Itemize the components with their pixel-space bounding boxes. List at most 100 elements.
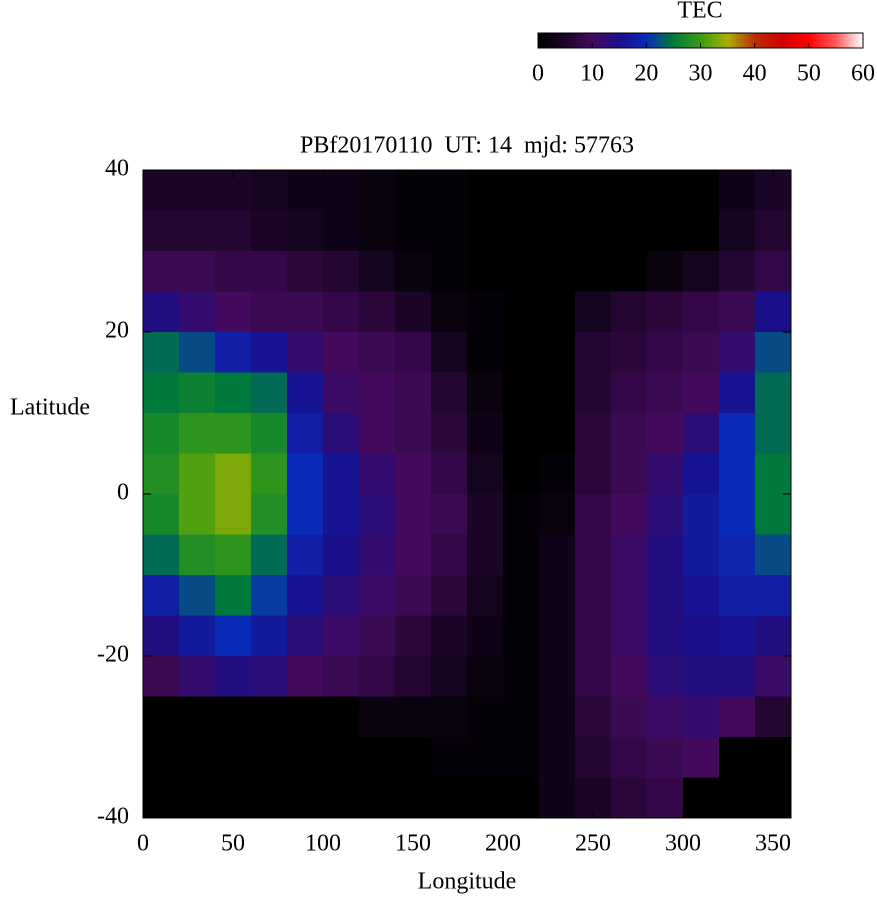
heat-cell xyxy=(467,575,504,616)
x-tick-label: 50 xyxy=(221,831,245,857)
heat-cell xyxy=(755,251,792,292)
x-tick-label: 300 xyxy=(665,831,701,857)
heat-cell xyxy=(503,372,540,414)
heat-cell xyxy=(431,291,468,333)
heat-cell xyxy=(251,615,288,657)
heat-cell xyxy=(575,656,612,697)
heat-cell xyxy=(431,332,468,373)
heat-cell xyxy=(467,615,504,657)
heat-cell xyxy=(539,170,576,211)
heat-cell xyxy=(359,656,396,697)
colorbar-tick-label: 20 xyxy=(634,61,658,87)
heat-cell xyxy=(575,291,612,333)
heat-cell xyxy=(611,737,648,778)
heat-cell xyxy=(467,737,504,778)
colorbar-tick-label: 50 xyxy=(797,61,821,87)
heat-cell xyxy=(323,777,360,819)
heat-cell xyxy=(431,372,468,414)
heat-cell xyxy=(143,615,180,657)
heat-cell xyxy=(467,170,504,211)
heat-cell xyxy=(539,737,576,778)
y-tick-label: 20 xyxy=(105,318,129,344)
heat-cell xyxy=(755,656,792,697)
heat-cell xyxy=(683,534,720,576)
heat-cell xyxy=(215,413,252,454)
heat-cell xyxy=(359,413,396,454)
heat-cell xyxy=(143,251,180,292)
heat-cell xyxy=(251,332,288,373)
heat-cell xyxy=(467,210,504,252)
heat-cell xyxy=(611,210,648,252)
heat-cell xyxy=(215,372,252,414)
heat-cell xyxy=(143,210,180,252)
heat-cell xyxy=(539,251,576,292)
heat-cell xyxy=(395,453,432,495)
heat-cell xyxy=(647,737,684,778)
heat-cell xyxy=(503,453,540,495)
heat-cell xyxy=(431,251,468,292)
heat-cell xyxy=(539,332,576,373)
heat-cell xyxy=(575,615,612,657)
heat-cell xyxy=(143,494,180,535)
heat-cell xyxy=(683,656,720,697)
heat-cell xyxy=(395,656,432,697)
heat-cell xyxy=(251,737,288,778)
heat-cell xyxy=(647,534,684,576)
x-tick-label: 100 xyxy=(305,831,341,857)
y-tick-label: -40 xyxy=(97,804,129,830)
heat-cell xyxy=(719,575,756,616)
heat-cell xyxy=(323,413,360,454)
heat-cell xyxy=(647,615,684,657)
heat-cell xyxy=(683,210,720,252)
heat-cell xyxy=(467,453,504,495)
heat-cell xyxy=(215,656,252,697)
heat-cell xyxy=(179,372,216,414)
heat-cell xyxy=(323,251,360,292)
heat-cell xyxy=(539,656,576,697)
y-tick-label: 40 xyxy=(105,156,129,182)
heat-cell xyxy=(683,615,720,657)
heat-cell xyxy=(611,251,648,292)
heat-cell xyxy=(179,251,216,292)
heat-cell xyxy=(683,251,720,292)
heat-cell xyxy=(215,332,252,373)
heat-cell xyxy=(575,210,612,252)
heat-cell xyxy=(143,332,180,373)
heat-cell xyxy=(611,656,648,697)
heat-cell xyxy=(287,737,324,778)
colorbar-tick-label: 30 xyxy=(689,61,713,87)
heat-cell xyxy=(647,170,684,211)
heat-cell xyxy=(287,656,324,697)
heat-cell xyxy=(179,615,216,657)
heat-cell xyxy=(143,534,180,576)
heat-cell xyxy=(179,696,216,738)
heat-cell xyxy=(395,291,432,333)
heat-cell xyxy=(755,534,792,576)
heat-cell xyxy=(503,777,540,819)
heat-cell xyxy=(755,372,792,414)
heat-cell xyxy=(755,696,792,738)
heat-cell xyxy=(683,777,720,819)
heat-cell xyxy=(251,494,288,535)
heat-cell xyxy=(683,737,720,778)
heat-cell xyxy=(647,332,684,373)
heat-cell xyxy=(359,575,396,616)
heat-cell xyxy=(359,453,396,495)
heat-cell xyxy=(503,291,540,333)
heat-cell xyxy=(467,656,504,697)
heat-cell xyxy=(431,170,468,211)
heat-cell xyxy=(179,332,216,373)
heat-cell xyxy=(395,737,432,778)
heat-cell xyxy=(755,413,792,454)
heat-cell xyxy=(179,656,216,697)
heat-cell xyxy=(215,453,252,495)
heat-cell xyxy=(179,453,216,495)
heat-cell xyxy=(683,291,720,333)
heat-cell xyxy=(323,170,360,211)
heat-cell xyxy=(359,170,396,211)
heat-cell xyxy=(323,615,360,657)
heat-cell xyxy=(647,372,684,414)
heat-cell xyxy=(143,777,180,819)
heat-cell xyxy=(323,332,360,373)
heat-cell xyxy=(503,413,540,454)
